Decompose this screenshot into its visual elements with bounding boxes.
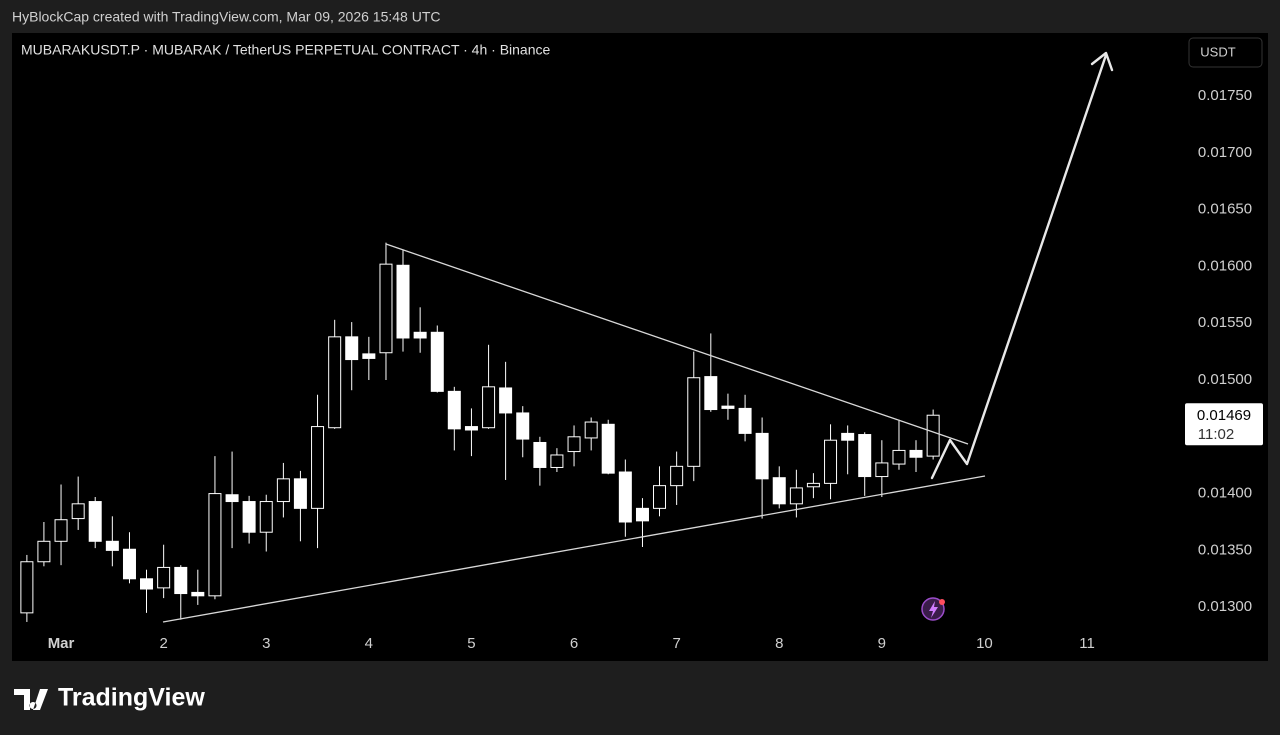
candle-body bbox=[824, 439, 838, 484]
candle-body bbox=[909, 449, 923, 458]
plot: 0.013000.013500.014000.014500.015000.015… bbox=[20, 87, 1263, 661]
candle-body bbox=[311, 426, 325, 509]
countdown: 11:02 bbox=[1198, 426, 1234, 443]
candle-body bbox=[345, 336, 359, 361]
candle-body bbox=[858, 434, 872, 478]
candle-body bbox=[140, 578, 154, 590]
candle-body bbox=[738, 407, 752, 434]
chart-area bbox=[12, 33, 1268, 661]
alert-icon[interactable] bbox=[921, 597, 945, 621]
candle-body bbox=[499, 387, 513, 414]
candle-body bbox=[687, 377, 701, 467]
candle-body bbox=[875, 462, 889, 478]
candle-body bbox=[105, 540, 119, 551]
currency: USDT bbox=[1200, 44, 1235, 59]
candle-body bbox=[584, 421, 598, 439]
y-tick-label: 0.01500 bbox=[1198, 371, 1252, 388]
bolt bbox=[929, 601, 938, 618]
candle-body bbox=[293, 478, 307, 509]
y-tick-label: 0.01350 bbox=[1198, 541, 1252, 558]
candle-body bbox=[789, 487, 803, 505]
candle-body bbox=[892, 449, 906, 465]
candle-body bbox=[242, 501, 256, 533]
forecast-arrow bbox=[930, 51, 1114, 480]
candle-body bbox=[533, 441, 547, 468]
arrow-head bbox=[1090, 51, 1114, 72]
y-tick-label: 0.01700 bbox=[1198, 144, 1252, 161]
candle-body bbox=[516, 412, 530, 440]
candle-body bbox=[447, 390, 461, 430]
support-line bbox=[162, 475, 986, 623]
candle-body bbox=[567, 436, 581, 453]
x-tick-label: 6 bbox=[570, 635, 578, 652]
candle-body bbox=[806, 482, 820, 488]
candle-body bbox=[464, 426, 478, 431]
logo-text: TradingView bbox=[58, 684, 205, 712]
candle-body bbox=[54, 519, 68, 542]
candle-body bbox=[601, 423, 615, 474]
candle-body bbox=[362, 353, 376, 359]
candle-body bbox=[653, 485, 667, 509]
y-tick-label: 0.01550 bbox=[1198, 314, 1252, 331]
last-price: 0.01469 bbox=[1197, 407, 1251, 424]
x-tick-label: 11 bbox=[1079, 635, 1095, 652]
candle-body bbox=[191, 591, 205, 597]
y-tick-label: 0.01300 bbox=[1198, 598, 1252, 615]
candle-body bbox=[174, 566, 188, 595]
candle-body bbox=[259, 501, 273, 533]
alert-dot bbox=[939, 599, 945, 605]
candle-body bbox=[88, 501, 102, 542]
candle-body bbox=[772, 477, 786, 505]
candle-body bbox=[396, 264, 410, 339]
candle-body bbox=[430, 331, 444, 392]
candle-body bbox=[841, 432, 855, 441]
tv-logo: TradingView bbox=[14, 684, 205, 712]
candle-body bbox=[208, 493, 222, 597]
candle-body bbox=[482, 386, 496, 429]
x-tick-label: 3 bbox=[262, 635, 270, 652]
x-tick-label: 8 bbox=[775, 635, 783, 652]
credit: HyBlockCap created with TradingView.com,… bbox=[12, 9, 441, 25]
x-tick-label: 10 bbox=[976, 635, 993, 652]
candle-body bbox=[37, 540, 51, 563]
candle-body bbox=[704, 376, 718, 411]
y-tick-label: 0.01650 bbox=[1198, 201, 1252, 218]
y-tick-label: 0.01750 bbox=[1198, 87, 1252, 104]
y-tick-label: 0.01600 bbox=[1198, 257, 1252, 274]
candle-body bbox=[225, 494, 239, 503]
last-price-box bbox=[1185, 403, 1263, 446]
currency-button[interactable] bbox=[1188, 37, 1263, 68]
logo-icon bbox=[14, 689, 48, 710]
candle-body bbox=[926, 414, 940, 457]
x-tick-label: 4 bbox=[365, 635, 373, 652]
candle-body bbox=[20, 561, 34, 614]
x-tick-label: Mar bbox=[48, 635, 75, 652]
candle-body bbox=[379, 263, 393, 354]
candle-body bbox=[635, 507, 649, 522]
candle-body bbox=[550, 454, 564, 468]
chart-title: MUBARAKUSDT.P · MUBARAK / TetherUS PERPE… bbox=[21, 42, 551, 58]
x-tick-label: 2 bbox=[159, 635, 167, 652]
candle-body bbox=[721, 405, 735, 409]
candle-body bbox=[618, 471, 632, 523]
candle-body bbox=[413, 331, 427, 339]
drawings bbox=[162, 243, 986, 623]
candle-body bbox=[122, 548, 136, 580]
candle-body bbox=[71, 503, 85, 520]
x-tick-label: 7 bbox=[672, 635, 680, 652]
x-tick-label: 9 bbox=[878, 635, 886, 652]
candle-body bbox=[328, 336, 342, 429]
resistance-line bbox=[385, 243, 969, 445]
candle-body bbox=[755, 432, 769, 480]
candle-body bbox=[276, 478, 290, 503]
x-tick-label: 5 bbox=[467, 635, 475, 652]
y-tick-label: 0.01400 bbox=[1198, 485, 1252, 502]
candle-body bbox=[670, 465, 684, 487]
arrow-path bbox=[930, 53, 1108, 480]
candle-body bbox=[157, 566, 171, 589]
